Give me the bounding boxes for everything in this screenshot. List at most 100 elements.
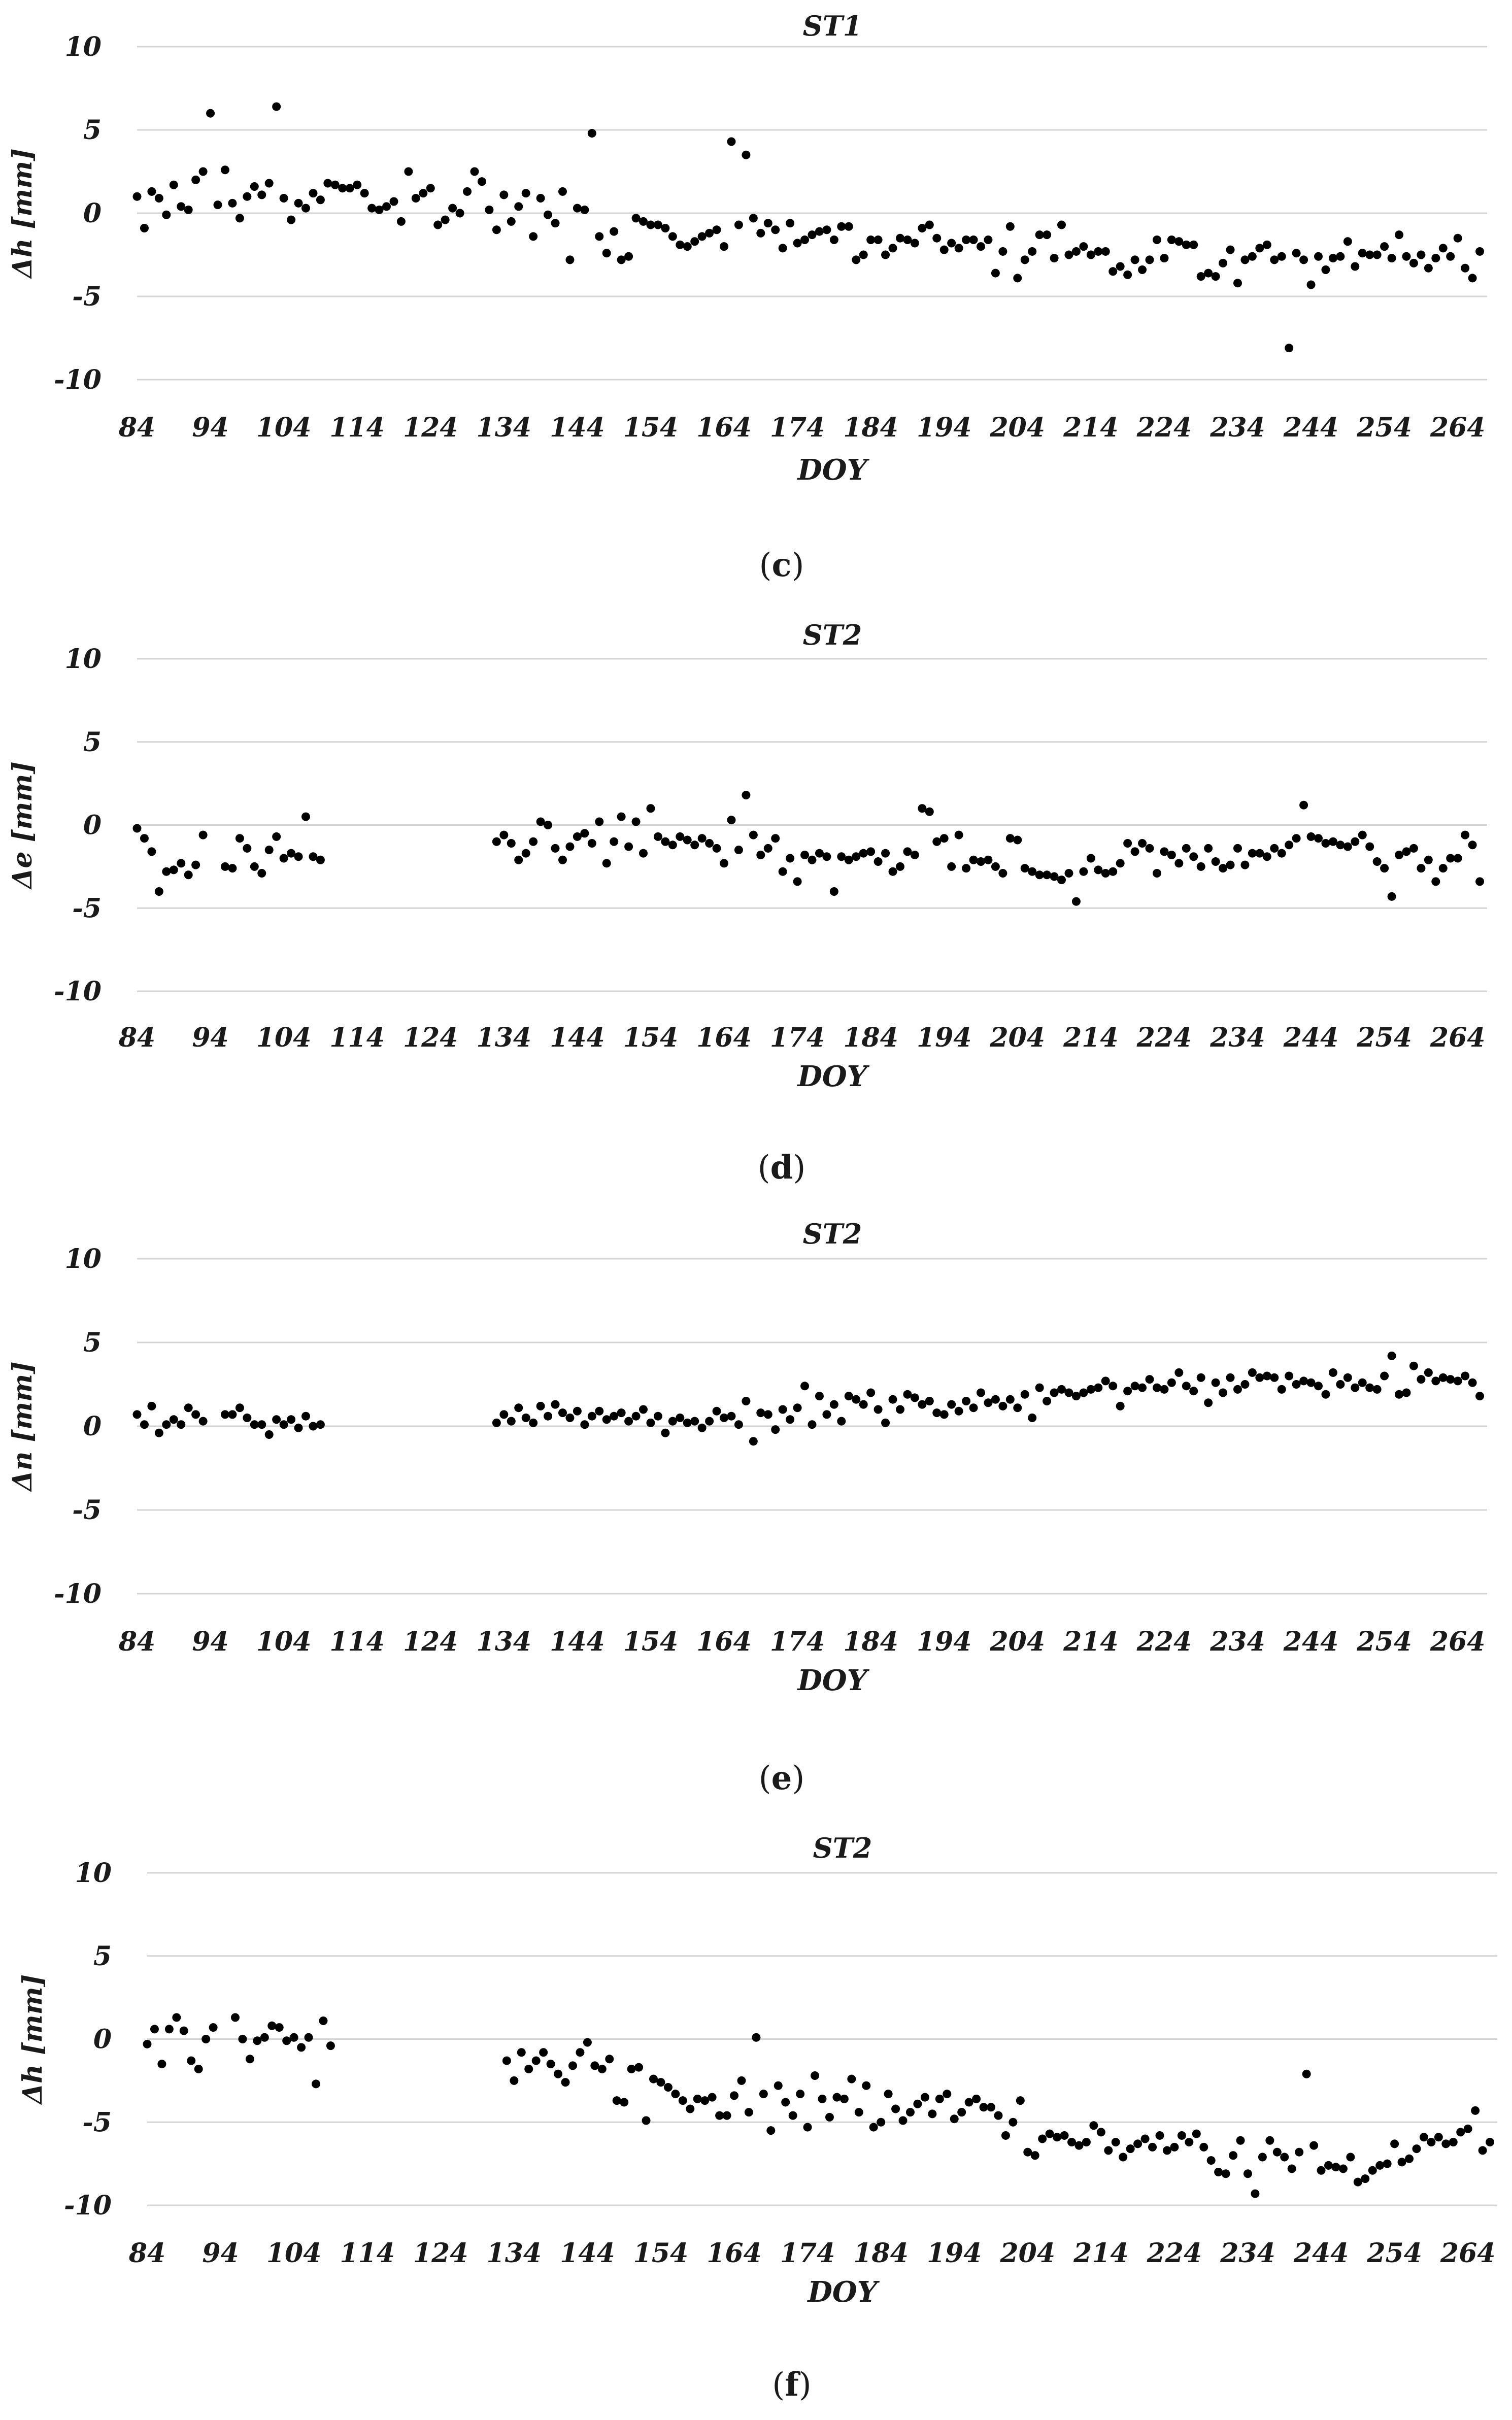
x-tick-label: 134 xyxy=(477,1022,532,1053)
data-point xyxy=(1270,1373,1279,1382)
data-point xyxy=(943,2090,952,2099)
data-point xyxy=(228,1410,237,1419)
data-point xyxy=(822,852,831,861)
data-point xyxy=(1057,1385,1066,1394)
data-point xyxy=(1071,897,1081,906)
data-point xyxy=(642,2116,651,2125)
data-point xyxy=(984,1398,993,1407)
data-point xyxy=(873,235,883,244)
panel-d: 10 5 0 -5 -10 84 94 104 114 124 134 144 154 164 174 184… xyxy=(7,619,1487,1187)
data-point xyxy=(514,855,523,864)
data-point xyxy=(309,189,318,198)
data-point xyxy=(1441,2139,1451,2148)
panel-caption-letter: d xyxy=(770,1149,793,1187)
data-point xyxy=(287,215,296,224)
data-point xyxy=(1160,847,1169,856)
data-point xyxy=(1461,830,1470,839)
data-point xyxy=(304,2033,313,2042)
data-point xyxy=(1328,254,1337,263)
data-point xyxy=(756,1408,765,1418)
data-point xyxy=(1096,2128,1105,2137)
data-point xyxy=(668,841,677,850)
data-point xyxy=(250,182,259,191)
data-point xyxy=(1086,854,1095,863)
data-point xyxy=(1387,892,1396,901)
x-tick-label: 104 xyxy=(266,2238,322,2269)
data-point xyxy=(727,816,736,825)
data-point xyxy=(1111,2138,1120,2147)
x-tick-label: 164 xyxy=(696,1626,752,1657)
data-point xyxy=(1309,2141,1319,2150)
y-tick-label: -10 xyxy=(54,976,102,1007)
data-point xyxy=(1372,857,1382,866)
x-tick-label: 254 xyxy=(1356,412,1412,443)
data-point xyxy=(301,812,310,821)
data-point xyxy=(1086,1385,1095,1394)
x-axis-label: DOY xyxy=(807,2275,880,2309)
data-point xyxy=(330,180,340,189)
data-point xyxy=(1468,274,1477,283)
x-tick-label: 154 xyxy=(633,2238,689,2269)
data-point xyxy=(839,2094,849,2103)
x-tick-label: 244 xyxy=(1283,1022,1339,1053)
data-point xyxy=(565,842,575,851)
data-point xyxy=(866,1388,876,1397)
data-point xyxy=(954,1406,963,1416)
data-point xyxy=(316,1420,325,1429)
data-point xyxy=(1427,2138,1436,2147)
data-point xyxy=(1292,1380,1301,1389)
data-point xyxy=(1258,2153,1267,2162)
data-point xyxy=(888,244,897,253)
data-point xyxy=(1405,2154,1414,2163)
data-point xyxy=(1104,2146,1113,2155)
data-point xyxy=(627,2064,636,2073)
data-point xyxy=(832,2093,842,2102)
data-point xyxy=(573,832,582,841)
data-point xyxy=(1424,855,1433,864)
data-point xyxy=(162,1420,171,1429)
data-point xyxy=(1233,1385,1242,1394)
x-tick-label: 104 xyxy=(256,1626,312,1657)
data-point xyxy=(829,235,838,244)
data-point xyxy=(1094,865,1103,875)
x-tick-label: 124 xyxy=(403,1626,458,1657)
data-point xyxy=(1475,1392,1485,1401)
data-point xyxy=(1196,272,1205,281)
data-point xyxy=(1020,1390,1029,1399)
data-point xyxy=(419,189,428,198)
data-point xyxy=(1030,2151,1039,2160)
data-point xyxy=(1240,255,1250,264)
panel-c: 10 5 0 -5 -10 84 94 104 114 124 134 144 154 164 174 184… xyxy=(7,10,1487,584)
data-point xyxy=(873,1405,883,1414)
x-tick-label: 234 xyxy=(1209,1022,1265,1053)
panel-caption-letter: f xyxy=(785,2366,800,2404)
data-point xyxy=(639,849,648,858)
data-point xyxy=(1368,2166,1377,2175)
data-point xyxy=(690,237,699,246)
panel-e: 10 5 0 -5 -10 84 94 104 114 124 134 144 154 164 174 184… xyxy=(7,1218,1487,1797)
data-point xyxy=(1016,2096,1025,2105)
x-tick-label: 184 xyxy=(853,2238,909,2269)
data-point xyxy=(524,2064,533,2073)
data-point xyxy=(590,2061,599,2070)
data-point xyxy=(1060,2131,1069,2140)
x-tick-label: 264 xyxy=(1430,1022,1486,1053)
data-point xyxy=(1351,837,1360,846)
data-point xyxy=(191,175,200,184)
data-point xyxy=(177,202,186,211)
data-point xyxy=(844,222,853,231)
data-point xyxy=(235,834,244,843)
data-point xyxy=(544,821,553,829)
data-point xyxy=(1446,252,1455,261)
data-point xyxy=(1453,1376,1462,1386)
data-point xyxy=(250,1420,259,1429)
data-point xyxy=(847,2074,856,2083)
data-point xyxy=(463,187,472,196)
data-point xyxy=(1160,254,1169,263)
data-point xyxy=(646,1418,655,1427)
data-point xyxy=(1248,849,1257,858)
data-point xyxy=(1009,2118,1018,2127)
data-point xyxy=(1038,2134,1047,2143)
data-point xyxy=(918,1400,927,1409)
